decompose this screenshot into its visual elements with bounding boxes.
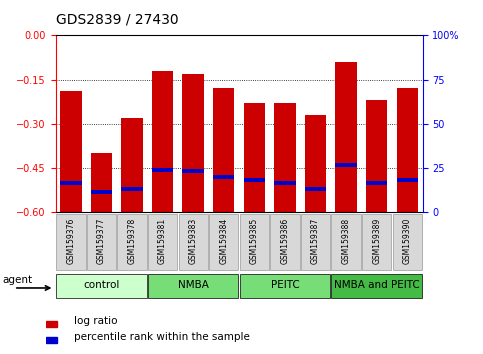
Text: GSM159384: GSM159384 — [219, 218, 228, 264]
Text: GSM159381: GSM159381 — [158, 218, 167, 264]
Bar — [121, 187, 143, 191]
Bar — [244, 178, 265, 182]
FancyBboxPatch shape — [301, 214, 330, 270]
Text: GSM159385: GSM159385 — [250, 218, 259, 264]
Text: GSM159386: GSM159386 — [281, 218, 289, 264]
Text: agent: agent — [3, 275, 33, 285]
FancyBboxPatch shape — [393, 214, 422, 270]
Bar — [213, 175, 235, 179]
Bar — [152, 71, 173, 212]
FancyBboxPatch shape — [179, 214, 208, 270]
Bar — [305, 187, 327, 191]
Bar — [183, 169, 204, 173]
FancyBboxPatch shape — [56, 274, 147, 298]
Bar — [91, 153, 112, 212]
FancyBboxPatch shape — [87, 214, 116, 270]
Bar — [335, 62, 357, 212]
Bar — [397, 178, 418, 182]
Text: GSM159388: GSM159388 — [341, 218, 351, 264]
Bar — [366, 100, 387, 212]
Bar — [397, 88, 418, 212]
Bar — [46, 337, 57, 343]
Bar — [366, 181, 387, 185]
Bar — [244, 103, 265, 212]
Text: control: control — [83, 280, 120, 290]
Bar — [46, 321, 57, 327]
Bar — [152, 168, 173, 172]
FancyBboxPatch shape — [117, 214, 147, 270]
FancyBboxPatch shape — [240, 214, 269, 270]
Text: PEITC: PEITC — [270, 280, 299, 290]
FancyBboxPatch shape — [270, 214, 299, 270]
Bar — [335, 163, 357, 167]
FancyBboxPatch shape — [148, 274, 239, 298]
FancyBboxPatch shape — [240, 274, 330, 298]
Text: GSM159389: GSM159389 — [372, 218, 381, 264]
Bar — [121, 118, 143, 212]
Text: GSM159390: GSM159390 — [403, 218, 412, 264]
Text: GSM159383: GSM159383 — [189, 218, 198, 264]
Text: GSM159387: GSM159387 — [311, 218, 320, 264]
Text: GSM159377: GSM159377 — [97, 218, 106, 264]
Bar — [213, 88, 235, 212]
Text: log ratio: log ratio — [74, 316, 118, 326]
FancyBboxPatch shape — [331, 274, 422, 298]
Text: GSM159376: GSM159376 — [66, 218, 75, 264]
Bar — [274, 181, 296, 185]
Bar — [91, 190, 112, 194]
Bar — [60, 91, 82, 212]
Bar — [183, 74, 204, 212]
Bar — [60, 181, 82, 185]
Bar — [305, 115, 327, 212]
FancyBboxPatch shape — [56, 214, 85, 270]
FancyBboxPatch shape — [362, 214, 391, 270]
FancyBboxPatch shape — [148, 214, 177, 270]
FancyBboxPatch shape — [209, 214, 239, 270]
Text: percentile rank within the sample: percentile rank within the sample — [74, 332, 250, 342]
Text: GSM159378: GSM159378 — [128, 218, 137, 264]
Text: NMBA: NMBA — [178, 280, 209, 290]
Text: NMBA and PEITC: NMBA and PEITC — [334, 280, 420, 290]
Text: GDS2839 / 27430: GDS2839 / 27430 — [56, 12, 178, 27]
FancyBboxPatch shape — [331, 214, 361, 270]
Bar — [274, 103, 296, 212]
